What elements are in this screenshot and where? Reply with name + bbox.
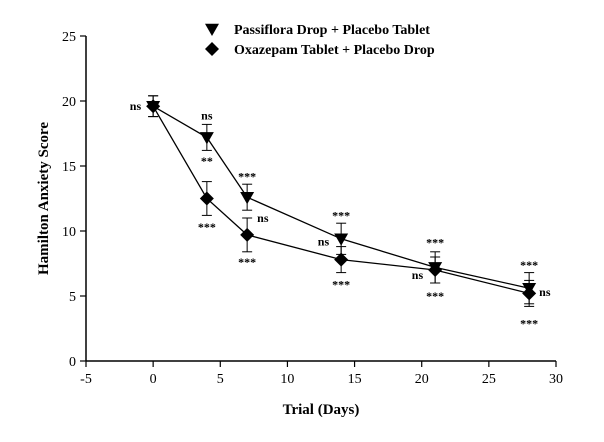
series-2: [146, 95, 537, 307]
legend-label: Oxazepam Tablet + Placebo Drop: [234, 43, 435, 58]
series-line: [152, 105, 530, 295]
y-tick-label: 0: [69, 355, 76, 370]
significance-label: ns: [257, 211, 269, 225]
x-tick-label: 5: [217, 372, 224, 387]
significance-label: ns: [201, 108, 213, 122]
significance-label: ***: [520, 258, 538, 272]
series-layer: [146, 95, 537, 307]
x-tick-label: 0: [150, 372, 157, 387]
legend-marker: [205, 42, 219, 56]
y-axis-title: Hamilton Anxiety Score: [36, 122, 52, 275]
annotation-layer: nsns********ns******ns******ns******ns**…: [130, 99, 551, 330]
x-tick-label: 15: [348, 372, 362, 387]
data-point: [146, 99, 161, 114]
series-line: [152, 105, 530, 289]
data-point: [428, 263, 443, 277]
data-point: [334, 252, 349, 267]
data-point: [240, 191, 255, 205]
data-point: [334, 233, 349, 246]
legend-label: Passiflora Drop + Placebo Tablet: [234, 23, 430, 38]
data-point: [199, 191, 214, 206]
significance-label: ***: [198, 220, 216, 234]
significance-label: ***: [426, 236, 444, 250]
data-point: [240, 227, 255, 242]
significance-label: ns: [318, 234, 330, 248]
significance-label: ***: [426, 289, 444, 303]
y-tick-label: 25: [62, 30, 76, 45]
data-point: [199, 132, 214, 145]
significance-label: **: [201, 154, 213, 168]
legend-marker: [205, 23, 219, 36]
x-tick-label: -5: [80, 372, 92, 387]
legend: Passiflora Drop + Placebo Tablet Oxazepam…: [205, 23, 435, 58]
significance-label: ns: [130, 99, 142, 113]
x-axis-title: Trial (Days): [283, 402, 360, 418]
y-tick-label: 20: [62, 95, 76, 110]
x-tick-label: 20: [415, 372, 429, 387]
significance-label: ns: [539, 285, 551, 299]
significance-label: ***: [520, 316, 538, 330]
y-tick-label: 5: [69, 290, 76, 305]
significance-label: ***: [238, 255, 256, 269]
x-tick-label: 25: [482, 372, 496, 387]
axes: -5 0 5 10 15 20 25 30 0 5 10 15 20 25: [62, 30, 563, 387]
y-tick-label: 15: [62, 160, 76, 175]
significance-label: ***: [332, 277, 350, 291]
x-tick-label: 30: [549, 372, 563, 387]
data-point: [522, 286, 537, 301]
significance-label: ns: [412, 268, 424, 282]
x-tick-label: 10: [280, 372, 294, 387]
significance-label: ***: [332, 208, 350, 222]
y-tick-label: 10: [62, 225, 76, 240]
significance-label: ***: [238, 169, 256, 183]
